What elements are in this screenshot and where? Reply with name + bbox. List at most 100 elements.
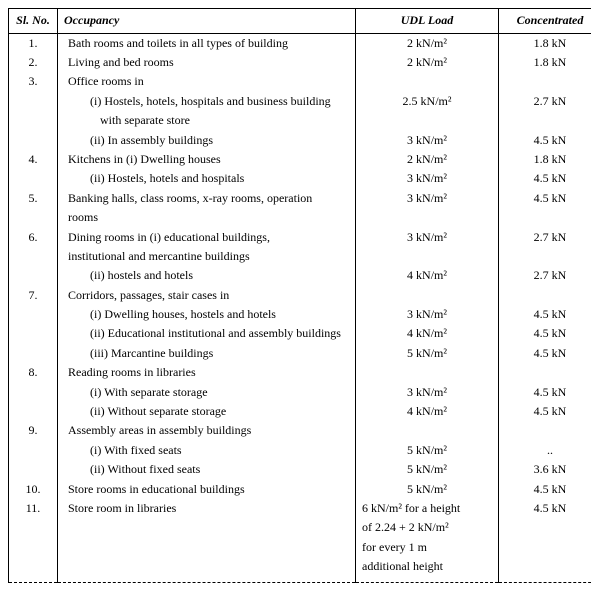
cell-sl: 10. xyxy=(9,480,58,499)
header-sl: Sl. No. xyxy=(9,9,58,34)
cell-udl: 2 kN/m² xyxy=(356,33,499,53)
cell-sl xyxy=(9,441,58,460)
cell-udl: 3 kN/m² xyxy=(356,383,499,402)
cell-sl: 2. xyxy=(9,53,58,72)
cell-con: 4.5 kN xyxy=(499,169,591,188)
cell-occ: (ii) In assembly buildings xyxy=(58,131,356,150)
cell-udl: 4 kN/m² xyxy=(356,266,499,285)
cell-con xyxy=(499,363,591,382)
cell-sl xyxy=(9,131,58,150)
cell-udl: 3 kN/m² xyxy=(356,169,499,188)
cell-con xyxy=(499,286,591,305)
cell-occ: Office rooms in xyxy=(58,72,356,91)
cell-sl: 6. xyxy=(9,228,58,247)
cell-con xyxy=(499,538,591,557)
cell-con xyxy=(499,208,591,227)
cell-occ: Corridors, passages, stair cases in xyxy=(58,286,356,305)
cell-udl: 5 kN/m² xyxy=(356,480,499,499)
cell-occ: (ii) Without separate storage xyxy=(58,402,356,421)
loads-table: Sl. No. Occupancy UDL Load Concentrated … xyxy=(8,8,591,583)
cell-con: 1.8 kN xyxy=(499,53,591,72)
cell-sl: 5. xyxy=(9,189,58,208)
cell-udl: additional height xyxy=(356,557,499,582)
cell-con xyxy=(499,111,591,130)
cell-con xyxy=(499,518,591,537)
cell-con: 4.5 kN xyxy=(499,402,591,421)
cell-occ: (i) With separate storage xyxy=(58,383,356,402)
cell-udl: 3 kN/m² xyxy=(356,305,499,324)
cell-udl: 3 kN/m² xyxy=(356,189,499,208)
cell-udl: 5 kN/m² xyxy=(356,441,499,460)
cell-sl xyxy=(9,383,58,402)
cell-con: 4.5 kN xyxy=(499,324,591,343)
table-row: (iii) Marcantine buildings 5 kN/m² 4.5 k… xyxy=(9,344,591,363)
cell-sl: 9. xyxy=(9,421,58,440)
cell-occ xyxy=(58,518,356,537)
cell-occ: Assembly areas in assembly buildings xyxy=(58,421,356,440)
cell-udl: 2.5 kN/m² xyxy=(356,92,499,111)
table-row: 2. Living and bed rooms 2 kN/m² 1.8 kN xyxy=(9,53,591,72)
cell-occ: (ii) Hostels, hotels and hospitals xyxy=(58,169,356,188)
cell-con: 4.5 kN xyxy=(499,189,591,208)
cell-con: 4.5 kN xyxy=(499,344,591,363)
table-row: 5. Banking halls, class rooms, x-ray roo… xyxy=(9,189,591,208)
cell-udl xyxy=(356,111,499,130)
cell-sl xyxy=(9,324,58,343)
cell-occ: Store rooms in educational buildings xyxy=(58,480,356,499)
table-row: (ii) Educational institutional and assem… xyxy=(9,324,591,343)
cell-sl xyxy=(9,208,58,227)
cell-udl xyxy=(356,421,499,440)
cell-con xyxy=(499,72,591,91)
cell-udl xyxy=(356,72,499,91)
table-row: (i) Dwelling houses, hostels and hotels … xyxy=(9,305,591,324)
cell-con: 4.5 kN xyxy=(499,305,591,324)
cell-occ: (iii) Marcantine buildings xyxy=(58,344,356,363)
table-row: institutional and mercantine buildings xyxy=(9,247,591,266)
cell-udl: 2 kN/m² xyxy=(356,150,499,169)
cell-con: .. xyxy=(499,441,591,460)
cell-sl xyxy=(9,402,58,421)
cell-udl xyxy=(356,363,499,382)
cell-udl xyxy=(356,286,499,305)
cell-con: 2.7 kN xyxy=(499,92,591,111)
cell-con: 1.8 kN xyxy=(499,150,591,169)
cell-sl: 4. xyxy=(9,150,58,169)
cell-occ: (ii) hostels and hotels xyxy=(58,266,356,285)
cell-sl xyxy=(9,92,58,111)
cell-sl: 8. xyxy=(9,363,58,382)
cell-occ: Living and bed rooms xyxy=(58,53,356,72)
cell-con xyxy=(499,247,591,266)
table-row: additional height xyxy=(9,557,591,582)
table-row: of 2.24 + 2 kN/m² xyxy=(9,518,591,537)
cell-occ: Store room in libraries xyxy=(58,499,356,518)
table-row: 9. Assembly areas in assembly buildings xyxy=(9,421,591,440)
cell-con: 1.8 kN xyxy=(499,33,591,53)
table-row: (i) With fixed seats 5 kN/m² .. xyxy=(9,441,591,460)
cell-udl: 4 kN/m² xyxy=(356,324,499,343)
cell-udl: 5 kN/m² xyxy=(356,460,499,479)
cell-con: 2.7 kN xyxy=(499,228,591,247)
table-row: (i) Hostels, hotels, hospitals and busin… xyxy=(9,92,591,111)
table-row: (ii) In assembly buildings 3 kN/m² 4.5 k… xyxy=(9,131,591,150)
table-row: 11. Store room in libraries 6 kN/m² for … xyxy=(9,499,591,518)
cell-con: 4.5 kN xyxy=(499,131,591,150)
table-row: 1. Bath rooms and toilets in all types o… xyxy=(9,33,591,53)
table-row: 4. Kitchens in (i) Dwelling houses 2 kN/… xyxy=(9,150,591,169)
cell-occ: (i) Hostels, hotels, hospitals and busin… xyxy=(58,92,356,111)
cell-sl xyxy=(9,344,58,363)
table-row: 10. Store rooms in educational buildings… xyxy=(9,480,591,499)
cell-occ: with separate store xyxy=(58,111,356,130)
cell-sl xyxy=(9,111,58,130)
cell-con xyxy=(499,421,591,440)
cell-occ: (ii) Educational institutional and assem… xyxy=(58,324,356,343)
cell-udl: 4 kN/m² xyxy=(356,402,499,421)
cell-con: 4.5 kN xyxy=(499,499,591,518)
cell-occ: Kitchens in (i) Dwelling houses xyxy=(58,150,356,169)
table-row: (ii) Without fixed seats 5 kN/m² 3.6 kN xyxy=(9,460,591,479)
cell-sl xyxy=(9,305,58,324)
cell-sl xyxy=(9,169,58,188)
table-row: (ii) Without separate storage 4 kN/m² 4.… xyxy=(9,402,591,421)
cell-con: 2.7 kN xyxy=(499,266,591,285)
cell-sl: 1. xyxy=(9,33,58,53)
cell-occ: (i) Dwelling houses, hostels and hotels xyxy=(58,305,356,324)
